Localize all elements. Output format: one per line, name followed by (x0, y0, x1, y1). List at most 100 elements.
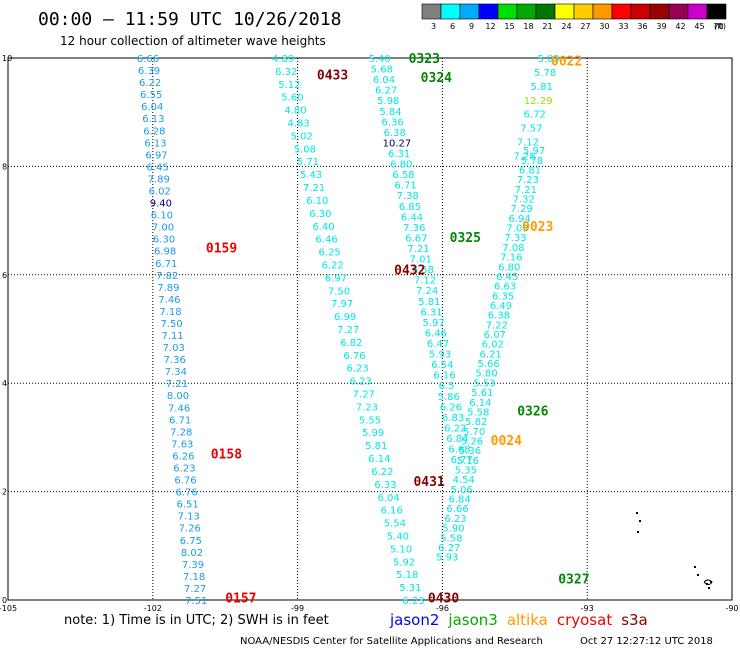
wave-height-label: 6.97 (145, 150, 167, 161)
coastline-dot (694, 566, 696, 568)
wave-height-label: 6.40 (312, 222, 334, 233)
wave-height-label: 6.27 (375, 86, 397, 97)
axis-ticks: -105 -102 -99 -96 -93 -90 0 2 4 6 8 10 (0, 54, 739, 613)
wave-height-label: 7.32 (513, 195, 535, 206)
credit-text: NOAA/NESDIS Center for Satellite Applica… (240, 636, 543, 647)
wave-height-label: 6.54 (431, 360, 453, 371)
wave-height-label: 6.67 (405, 233, 427, 244)
wave-height-label: 7.18 (183, 572, 205, 583)
track-0430-0433: 4.89 6.32 5.12 5.60 4.80 4.835.02 5.08 5.71 5.43… (272, 54, 425, 607)
wave-height-label: 7.63 (171, 439, 193, 450)
wave-height-label: 6.82 (340, 338, 362, 349)
wave-height-label: 6.71 (394, 181, 416, 192)
legend-swatch (611, 3, 632, 20)
wave-height-label: 6.81 (519, 165, 541, 176)
wave-height-label: 6.10 (306, 196, 328, 207)
wave-height-label: 7.21 (515, 185, 537, 196)
wave-height-label: 7.00 (152, 223, 174, 234)
wave-height-label: 7.57 (520, 124, 542, 135)
wave-height-label: 6.13 (144, 138, 166, 149)
wave-height-label: 5.40 (369, 54, 391, 65)
wave-height-label: 6.32 (275, 67, 297, 78)
wave-height-label: 6.14 (368, 454, 390, 465)
wave-height-label: 6.51 (177, 500, 199, 511)
pass-label: 0158 (211, 448, 242, 463)
wave-height-label: 5.81 (531, 82, 553, 93)
wave-height-label: 6.02 (149, 186, 171, 197)
wave-height-label: 6.72 (524, 110, 546, 121)
wave-height-label: 5.81 (365, 441, 387, 452)
wave-height-label: 9.40 (150, 199, 172, 210)
wave-height-label: 6.58 (392, 170, 414, 181)
pass-label: 0432 (394, 263, 425, 278)
wave-height-label: 5.40 (387, 531, 409, 542)
wave-height-label: 7.21 (303, 183, 325, 194)
wave-height-label: 5.68 (371, 65, 393, 76)
wave-height-label: 5.16 (457, 456, 479, 467)
legend-label: 21 (542, 22, 552, 31)
pass-labels: 0159 0158 0157 0433 0432 0431 0430 0323 0324 0325… (206, 52, 590, 606)
track-0157-0159: 6.666.396.226.556.046.136.286.136.976.45… (137, 54, 208, 607)
wave-height-label: 7.03 (163, 343, 185, 354)
plot-grid (7, 57, 733, 601)
wave-height-label: 7.28 (513, 152, 535, 163)
wave-height-label: 5.92 (393, 557, 415, 568)
wave-height-label: 5.54 (384, 519, 406, 530)
wave-height-label: 6.23 (402, 596, 424, 607)
x-tick-label: -90 (725, 604, 738, 613)
wave-height-label: 5.78 (521, 156, 543, 167)
wave-height-label: 5.18 (396, 570, 418, 581)
timestamp-text: Oct 27 12:27:12 UTC 2018 (580, 636, 713, 647)
x-tick-label: -99 (291, 604, 304, 613)
wave-height-label: 6.66 (137, 54, 159, 65)
wave-height-label: 6.71 (155, 259, 177, 270)
wave-height-label: 7.82 (156, 271, 178, 282)
wave-height-label: 5.31 (399, 583, 421, 594)
wave-height-label: 6.10 (151, 211, 173, 222)
wave-height-label: 5.43 (300, 170, 322, 181)
wave-height-label: 7.23 (356, 402, 378, 413)
wave-height-label: 7.50 (160, 319, 182, 330)
legend-label: 33 (618, 22, 628, 31)
legend-label: 3 (431, 22, 436, 31)
legend-label: 27 (580, 22, 590, 31)
mission-cryosat: cryosat (557, 611, 612, 629)
legend-swatch (478, 3, 499, 20)
legend-swatch (649, 3, 670, 20)
wave-height-label: 6.04 (141, 102, 163, 113)
wave-height-label: 5.60 (281, 93, 303, 104)
wave-height-label: 5.93 (429, 350, 451, 361)
legend-swatch (687, 3, 708, 20)
wave-height-label: 6.98 (154, 247, 176, 258)
wave-height-label: 6.33 (374, 480, 396, 491)
wave-height-label: 6.28 (143, 126, 165, 137)
legend-label: 39 (656, 22, 666, 31)
wave-height-label: 6.76 (343, 351, 365, 362)
wave-height-label: 6.02 (482, 340, 504, 351)
legend-swatch (706, 3, 727, 20)
pass-label: 0326 (517, 404, 548, 419)
wave-height-label: 6.83 (442, 413, 464, 424)
wave-height-label: 6.30 (153, 235, 175, 246)
wave-height-label: 7.27 (184, 584, 206, 595)
color-legend: 3 6 9 12 15 18 21 24 27 30 33 36 39 42 45 70(ft) (421, 3, 727, 31)
wave-height-label: 6.84 (446, 434, 468, 445)
wave-height-label: 6.76 (174, 476, 196, 487)
wave-height-label: 6.13 (142, 114, 164, 125)
wave-height-label: 7.12 (414, 276, 436, 287)
pass-label: 0430 (428, 591, 459, 606)
wave-height-label: 7.27 (353, 390, 375, 401)
wave-height-label: 4.83 (288, 119, 310, 130)
wave-height-label: 6.22 (371, 467, 393, 478)
wave-height-label: 6.46 (315, 235, 337, 246)
wave-height-label: 6.58 (412, 265, 434, 276)
pass-label: 0024 (491, 434, 522, 449)
mission-s3a: s3a (621, 611, 648, 629)
pass-label: 0327 (558, 572, 589, 587)
wave-height-label: 7.13 (178, 512, 200, 523)
wave-height-label: 7.22 (486, 320, 508, 331)
wave-height-label: 6.85 (399, 202, 421, 213)
mission-altika: altika (507, 611, 548, 629)
wave-height-label: 5.78 (534, 68, 556, 79)
